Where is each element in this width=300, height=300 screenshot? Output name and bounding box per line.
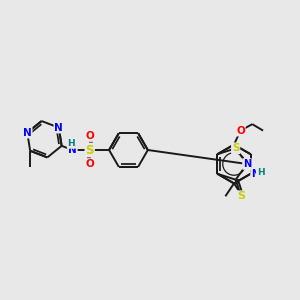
Text: N: N xyxy=(251,169,259,179)
Text: N: N xyxy=(23,128,32,138)
Text: N: N xyxy=(68,145,77,155)
Text: H: H xyxy=(257,168,264,177)
Text: O: O xyxy=(236,126,245,136)
Text: N: N xyxy=(54,123,63,133)
Text: S: S xyxy=(232,143,239,153)
Text: H: H xyxy=(68,139,75,148)
Text: N: N xyxy=(243,159,251,169)
Text: O: O xyxy=(85,131,94,141)
Text: O: O xyxy=(85,159,94,169)
Text: S: S xyxy=(85,143,94,157)
Text: S: S xyxy=(237,191,245,201)
